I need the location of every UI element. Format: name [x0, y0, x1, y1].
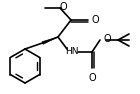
Text: HN: HN — [65, 47, 79, 56]
Polygon shape — [42, 37, 58, 44]
Text: O: O — [59, 2, 67, 12]
Text: O: O — [88, 73, 96, 83]
Text: O: O — [92, 15, 100, 25]
Text: O: O — [103, 34, 111, 44]
